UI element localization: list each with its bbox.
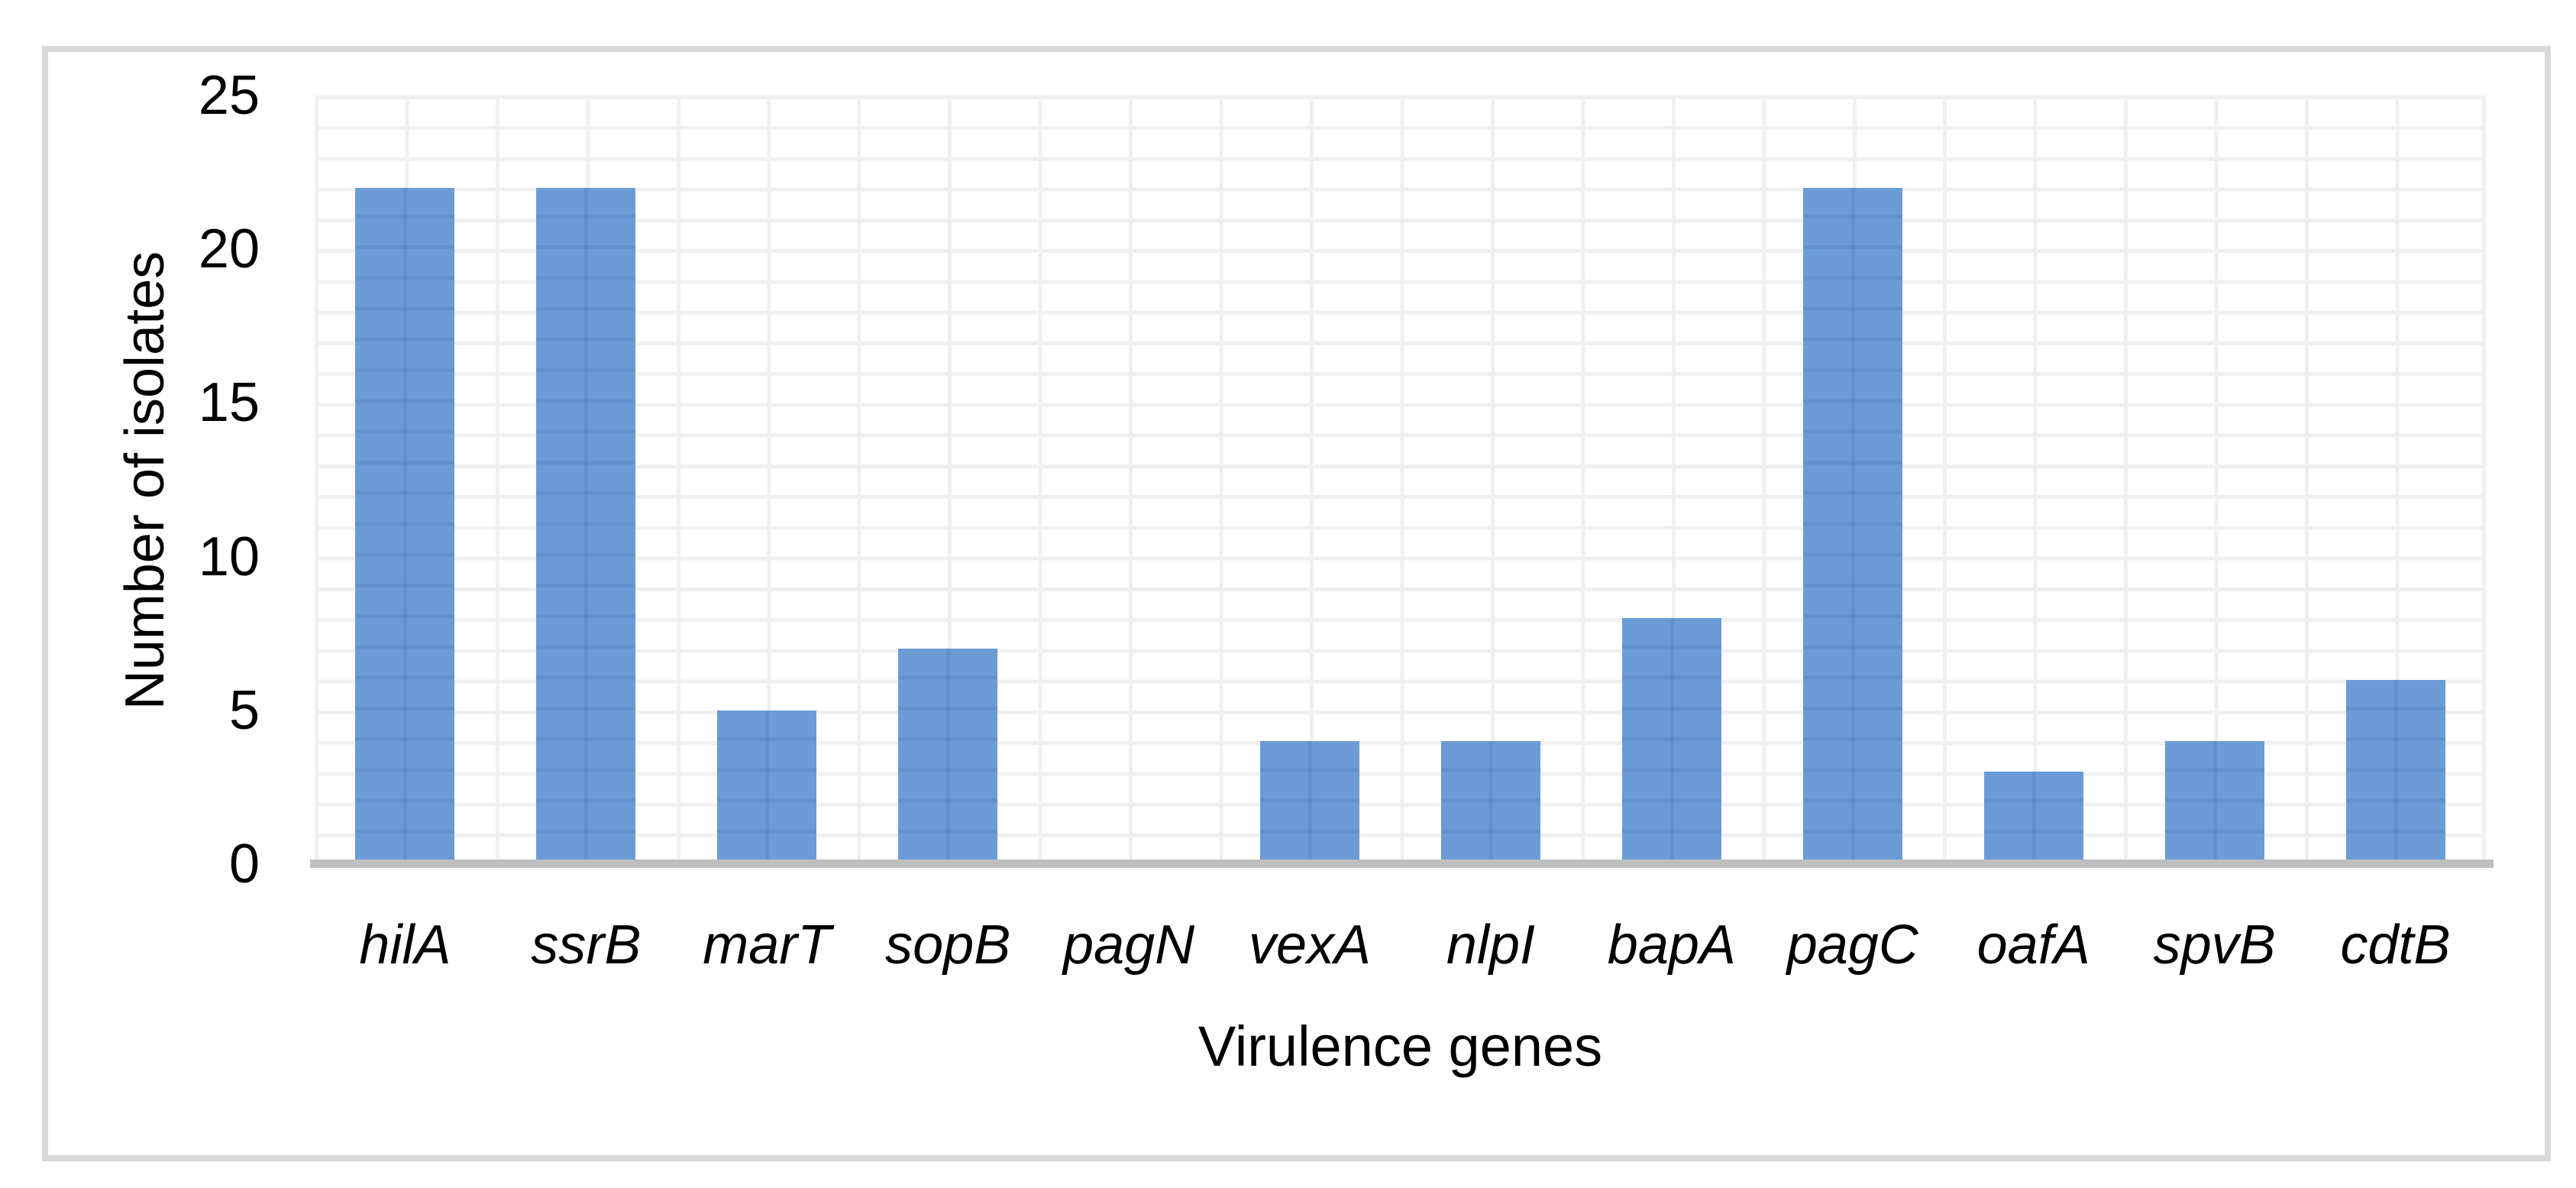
x-axis-category-labels: hilA ssrB marT sopB pagN vexA nlpI bapA pagC oafA… bbox=[315, 909, 2486, 982]
x-axis-title: Virulence genes bbox=[1198, 1015, 1603, 1078]
bar-cdtB bbox=[2345, 679, 2445, 864]
x-tick-label-cdtB: cdtB bbox=[2340, 914, 2451, 976]
x-tick-label-oafA: oafA bbox=[1976, 914, 2090, 976]
x-tick-label-pagC: pagC bbox=[1786, 914, 1918, 976]
x-tick-label-ssrB: ssrB bbox=[531, 914, 642, 976]
bar-spvB bbox=[2164, 741, 2264, 864]
y-axis-title: Number of isolates bbox=[115, 251, 176, 711]
bar-hilA bbox=[355, 187, 455, 864]
bar-nlpI bbox=[1440, 741, 1540, 864]
x-tick-label-vexA: vexA bbox=[1248, 914, 1372, 976]
bar-oafA bbox=[1983, 772, 2083, 864]
x-tick-label-spvB: spvB bbox=[2153, 914, 2276, 976]
x-tick-label-bapA: bapA bbox=[1607, 914, 1736, 976]
y-tick-label-0: 0 bbox=[228, 834, 260, 895]
y-tick-label-15: 15 bbox=[198, 372, 260, 434]
bar-bapA bbox=[1621, 618, 1721, 864]
y-tick-label-20: 20 bbox=[198, 219, 260, 280]
x-tick-label-marT: marT bbox=[703, 914, 832, 976]
y-tick-label-10: 10 bbox=[198, 526, 260, 588]
bar-vexA bbox=[1260, 741, 1360, 864]
x-tick-label-pagN: pagN bbox=[1063, 914, 1195, 976]
bar-marT bbox=[717, 710, 817, 864]
x-tick-label-hilA: hilA bbox=[359, 914, 451, 976]
x-tick-label-nlpI: nlpI bbox=[1446, 914, 1535, 976]
y-tick-label-25: 25 bbox=[198, 65, 260, 126]
x-tick-label-sopB: sopB bbox=[885, 914, 1011, 976]
y-tick-label-5: 5 bbox=[228, 679, 260, 741]
bar-sopB bbox=[898, 649, 998, 864]
bar-ssrB bbox=[536, 187, 636, 864]
plot-area bbox=[310, 95, 2494, 868]
bar-pagC bbox=[1802, 187, 1902, 864]
x-axis-line bbox=[310, 859, 2494, 868]
